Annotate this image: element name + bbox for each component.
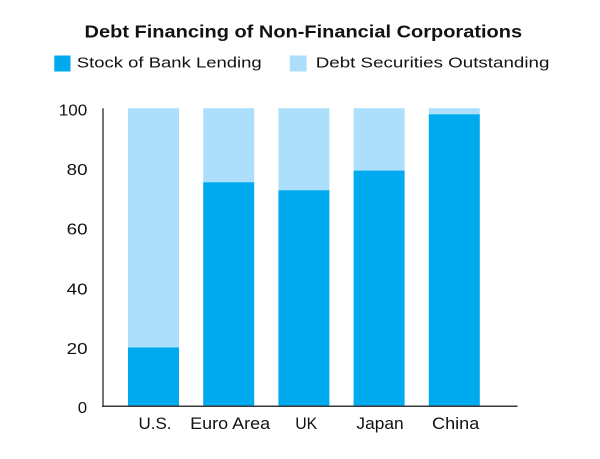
svg-text:60: 60 (67, 220, 88, 238)
svg-text:Euro Area: Euro Area (190, 414, 270, 433)
svg-text:Debt Securities Outstanding: Debt Securities Outstanding (316, 54, 550, 71)
svg-text:80: 80 (67, 161, 88, 179)
svg-text:0: 0 (78, 400, 87, 417)
svg-text:100: 100 (59, 102, 88, 119)
svg-text:Debt Financing of Non-Financia: Debt Financing of Non-Financial Corporat… (85, 22, 523, 41)
svg-text:Japan: Japan (356, 414, 403, 433)
svg-text:Stock of Bank Lending: Stock of Bank Lending (77, 54, 262, 71)
svg-text:UK: UK (295, 415, 317, 433)
svg-text:China: China (432, 414, 480, 433)
svg-text:U.S.: U.S. (138, 414, 171, 433)
svg-text:20: 20 (67, 340, 88, 358)
svg-text:40: 40 (67, 280, 88, 298)
